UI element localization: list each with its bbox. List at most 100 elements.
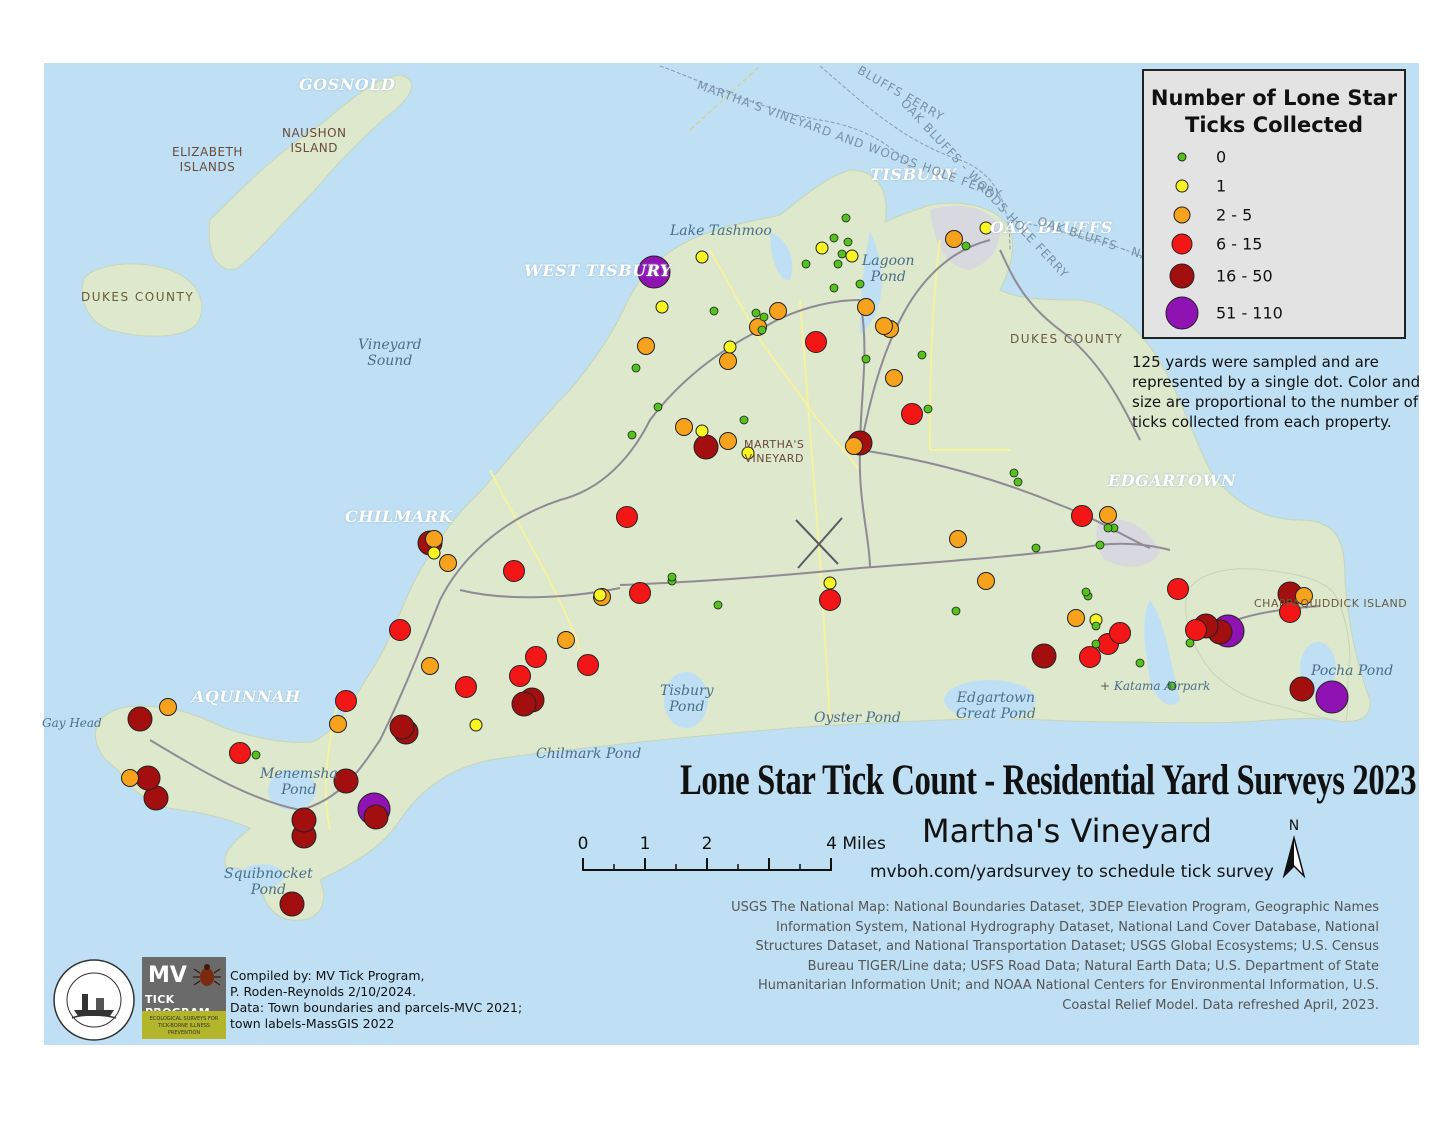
- sample-site-2-5[interactable]: [159, 698, 177, 716]
- sample-site-2-5[interactable]: [329, 715, 347, 733]
- sample-site-0[interactable]: [917, 350, 927, 360]
- sample-site-51-110[interactable]: [1315, 680, 1349, 714]
- sample-site-1[interactable]: [723, 340, 737, 354]
- sample-site-0[interactable]: [837, 249, 847, 259]
- sample-site-0[interactable]: [801, 259, 811, 269]
- sample-site-0[interactable]: [1031, 543, 1041, 553]
- sample-site-0[interactable]: [759, 312, 769, 322]
- sample-site-6-15[interactable]: [503, 560, 525, 582]
- sample-site-6-15[interactable]: [455, 676, 477, 698]
- sample-site-0[interactable]: [1081, 587, 1091, 597]
- sample-site-51-110[interactable]: [637, 255, 671, 289]
- sample-site-0[interactable]: [1135, 658, 1145, 668]
- sample-site-6-15[interactable]: [1279, 601, 1301, 623]
- sample-site-16-50[interactable]: [363, 804, 389, 830]
- sample-site-0[interactable]: [1013, 477, 1023, 487]
- sample-site-0[interactable]: [757, 325, 767, 335]
- sample-site-0[interactable]: [1095, 540, 1105, 550]
- sample-site-16-50[interactable]: [135, 765, 161, 791]
- sample-site-0[interactable]: [829, 283, 839, 293]
- sample-site-6-15[interactable]: [629, 582, 651, 604]
- sample-site-1[interactable]: [655, 300, 669, 314]
- sample-site-16-50[interactable]: [127, 706, 153, 732]
- sample-site-0[interactable]: [1103, 523, 1113, 533]
- sample-site-6-15[interactable]: [1167, 578, 1189, 600]
- sample-site-1[interactable]: [427, 546, 441, 560]
- sample-site-6-15[interactable]: [805, 331, 827, 353]
- sample-site-16-50[interactable]: [333, 768, 359, 794]
- sample-site-2-5[interactable]: [875, 317, 893, 335]
- sample-site-2-5[interactable]: [945, 230, 963, 248]
- sample-site-1[interactable]: [593, 588, 607, 602]
- sample-site-2-5[interactable]: [719, 432, 737, 450]
- sample-site-16-50[interactable]: [1031, 643, 1057, 669]
- sample-site-0[interactable]: [627, 430, 637, 440]
- sample-site-0[interactable]: [709, 306, 719, 316]
- sample-site-0[interactable]: [833, 259, 843, 269]
- sample-site-0[interactable]: [843, 237, 853, 247]
- sample-site-16-50[interactable]: [291, 807, 317, 833]
- sample-site-2-5[interactable]: [885, 369, 903, 387]
- sample-site-16-50[interactable]: [389, 714, 415, 740]
- sample-site-16-50[interactable]: [511, 691, 537, 717]
- sample-site-2-5[interactable]: [1295, 587, 1313, 605]
- sample-site-6-15[interactable]: [1185, 619, 1207, 641]
- sample-site-6-15[interactable]: [1109, 622, 1131, 644]
- sample-site-2-5[interactable]: [421, 657, 439, 675]
- sample-site-2-5[interactable]: [949, 530, 967, 548]
- sample-site-0[interactable]: [751, 308, 761, 318]
- sample-site-2-5[interactable]: [675, 418, 693, 436]
- sample-site-2-5[interactable]: [1067, 609, 1085, 627]
- survey-url[interactable]: mvboh.com/yardsurvey to schedule tick su…: [870, 862, 1274, 882]
- sample-site-2-5[interactable]: [719, 352, 737, 370]
- sample-site-0[interactable]: [855, 279, 865, 289]
- sample-site-0[interactable]: [1185, 638, 1195, 648]
- sample-site-1[interactable]: [469, 718, 483, 732]
- sample-site-16-50[interactable]: [279, 891, 305, 917]
- sample-site-2-5[interactable]: [425, 530, 443, 548]
- sample-site-1[interactable]: [695, 424, 709, 438]
- sample-site-0[interactable]: [1167, 681, 1177, 691]
- sample-site-1[interactable]: [845, 249, 859, 263]
- sample-site-6-15[interactable]: [819, 589, 841, 611]
- sample-site-0[interactable]: [1091, 621, 1101, 631]
- sample-site-1[interactable]: [695, 250, 709, 264]
- sample-site-1[interactable]: [815, 241, 829, 255]
- sample-site-0[interactable]: [1009, 468, 1019, 478]
- sample-site-16-50[interactable]: [693, 434, 719, 460]
- sample-site-6-15[interactable]: [389, 619, 411, 641]
- sample-site-0[interactable]: [251, 750, 261, 760]
- sample-site-2-5[interactable]: [977, 572, 995, 590]
- sample-site-6-15[interactable]: [335, 690, 357, 712]
- sample-site-16-50[interactable]: [1289, 676, 1315, 702]
- sample-site-2-5[interactable]: [637, 337, 655, 355]
- sample-site-1[interactable]: [979, 221, 993, 235]
- sample-site-2-5[interactable]: [769, 302, 787, 320]
- sample-site-1[interactable]: [823, 576, 837, 590]
- sample-site-2-5[interactable]: [121, 769, 139, 787]
- sample-site-6-15[interactable]: [525, 646, 547, 668]
- sample-site-6-15[interactable]: [577, 654, 599, 676]
- sample-site-6-15[interactable]: [901, 403, 923, 425]
- sample-site-6-15[interactable]: [229, 742, 251, 764]
- sample-site-0[interactable]: [1091, 639, 1101, 649]
- sample-site-6-15[interactable]: [509, 665, 531, 687]
- sample-site-0[interactable]: [951, 606, 961, 616]
- sample-site-0[interactable]: [841, 213, 851, 223]
- sample-site-2-5[interactable]: [845, 437, 863, 455]
- sample-site-1[interactable]: [741, 446, 755, 460]
- sample-site-2-5[interactable]: [557, 631, 575, 649]
- sample-site-0[interactable]: [961, 241, 971, 251]
- sample-site-2-5[interactable]: [857, 298, 875, 316]
- sample-site-0[interactable]: [861, 354, 871, 364]
- sample-site-0[interactable]: [923, 404, 933, 414]
- sample-site-2-5[interactable]: [1099, 506, 1117, 524]
- sample-site-6-15[interactable]: [1079, 646, 1101, 668]
- sample-site-2-5[interactable]: [439, 554, 457, 572]
- sample-site-6-15[interactable]: [616, 506, 638, 528]
- sample-site-0[interactable]: [653, 402, 663, 412]
- sample-site-0[interactable]: [829, 233, 839, 243]
- sample-site-0[interactable]: [739, 415, 749, 425]
- sample-site-0[interactable]: [667, 572, 677, 582]
- sample-site-0[interactable]: [713, 600, 723, 610]
